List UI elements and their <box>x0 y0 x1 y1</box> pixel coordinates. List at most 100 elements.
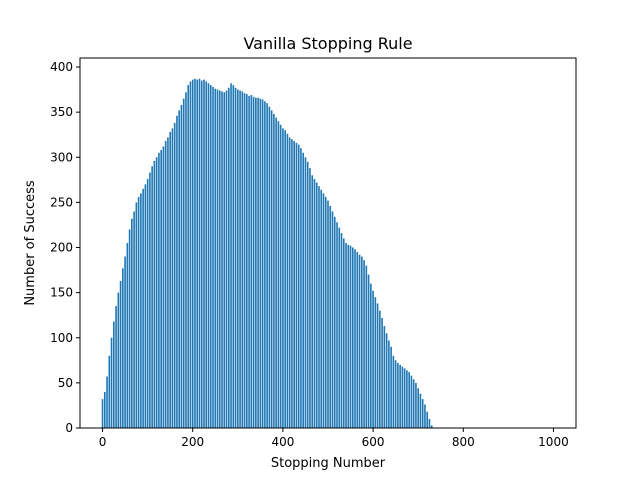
bar <box>403 368 406 428</box>
bar <box>424 404 426 428</box>
bar <box>191 79 194 428</box>
bar <box>117 292 120 428</box>
bar <box>410 375 413 428</box>
bar <box>234 87 237 428</box>
x-tick-label: 400 <box>271 435 294 449</box>
bar <box>324 196 327 428</box>
bar <box>356 252 359 428</box>
bar <box>108 355 111 428</box>
bar <box>390 346 392 428</box>
bar <box>133 211 135 428</box>
bar <box>173 122 176 428</box>
x-axis-ticks: 0 200 400 600 800 1000 <box>99 428 569 449</box>
bar <box>304 157 307 428</box>
bar <box>327 200 329 428</box>
bar <box>419 393 422 428</box>
bar <box>203 79 205 428</box>
bar <box>333 216 336 428</box>
bar <box>421 399 424 428</box>
bar <box>338 227 341 428</box>
bar <box>178 110 181 428</box>
bar <box>329 206 332 428</box>
bar <box>126 243 129 428</box>
bar <box>315 182 318 428</box>
bar <box>284 130 286 428</box>
bar <box>155 157 158 428</box>
bar <box>187 85 190 428</box>
bar <box>376 303 379 428</box>
bar <box>169 132 171 428</box>
bar <box>113 321 115 428</box>
bar <box>221 91 223 428</box>
bar <box>209 85 212 428</box>
bar <box>279 124 282 428</box>
bar <box>252 96 255 429</box>
bar <box>241 91 244 428</box>
bar <box>146 178 149 428</box>
bar <box>268 106 271 428</box>
bar <box>385 333 388 428</box>
bar <box>345 243 347 428</box>
bar <box>397 363 399 428</box>
bar <box>119 280 122 428</box>
bar <box>246 94 248 428</box>
bar <box>162 146 165 428</box>
bar <box>361 256 363 428</box>
bar <box>255 97 257 429</box>
bar <box>237 89 239 428</box>
bar <box>320 189 323 428</box>
bar <box>428 418 431 428</box>
bar <box>392 355 395 428</box>
bar <box>358 254 361 428</box>
bar <box>270 110 273 428</box>
bar <box>349 245 352 428</box>
x-tick-label: 200 <box>181 435 204 449</box>
bar <box>137 196 140 428</box>
bar <box>106 376 108 428</box>
x-tick-label: 0 <box>99 435 107 449</box>
bar <box>160 150 162 429</box>
bar <box>342 238 345 428</box>
chart-title: Vanilla Stopping Rule <box>243 34 412 53</box>
bar <box>295 142 298 428</box>
bar <box>180 104 183 429</box>
bar <box>158 152 160 428</box>
bars-group <box>101 78 433 429</box>
bar <box>306 161 309 428</box>
plot-frame <box>79 57 577 429</box>
bar <box>239 90 241 429</box>
bar <box>311 175 314 428</box>
bar <box>207 83 210 429</box>
bar <box>288 137 291 428</box>
x-tick-label: 600 <box>362 435 385 449</box>
bar <box>149 172 151 428</box>
y-tick-label: 200 <box>50 241 73 255</box>
bar <box>394 360 397 428</box>
bar <box>264 101 266 428</box>
bar <box>417 388 419 428</box>
bar <box>248 95 250 429</box>
bar <box>128 229 131 428</box>
bar <box>194 78 196 428</box>
bar <box>115 306 117 428</box>
bar <box>135 202 138 428</box>
x-tick-label: 800 <box>452 435 475 449</box>
bar <box>286 133 289 429</box>
bar <box>430 425 433 428</box>
bar <box>282 128 284 428</box>
bar <box>275 117 277 428</box>
bar <box>351 247 354 428</box>
bar <box>216 89 219 428</box>
y-tick-label: 0 <box>65 421 73 435</box>
bar <box>336 222 338 428</box>
bar <box>365 265 368 428</box>
bar <box>401 366 404 428</box>
bar <box>291 139 293 428</box>
bar <box>225 90 228 429</box>
bar <box>379 310 381 428</box>
bar <box>426 411 429 428</box>
bar <box>110 337 113 428</box>
bar <box>196 79 199 428</box>
bar <box>223 92 226 428</box>
bar <box>153 160 156 428</box>
